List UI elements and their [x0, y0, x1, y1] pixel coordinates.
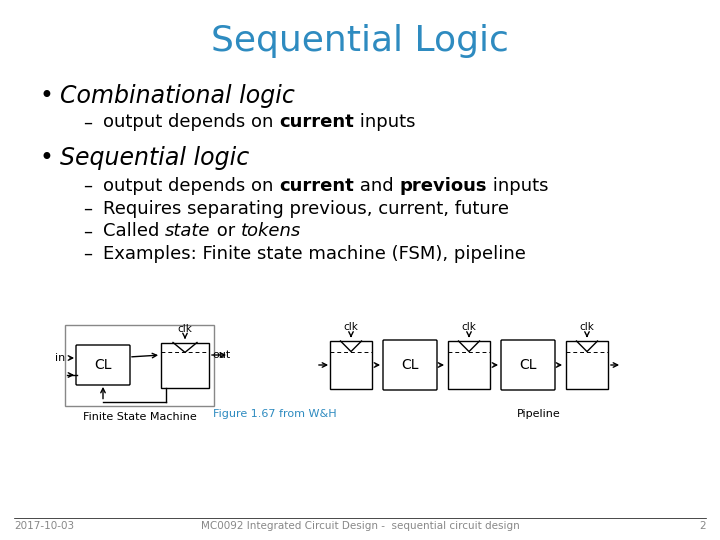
Text: clk: clk: [462, 322, 477, 332]
Text: current: current: [279, 113, 354, 131]
Text: 2: 2: [699, 521, 706, 531]
Text: inputs: inputs: [354, 113, 415, 131]
Text: clk: clk: [580, 322, 595, 332]
Text: CL: CL: [519, 358, 536, 372]
Text: current: current: [279, 177, 354, 195]
Bar: [448, 341, 490, 389]
Text: Pipeline: Pipeline: [517, 409, 561, 419]
Text: –: –: [83, 200, 92, 218]
Text: Examples: Finite state machine (FSM), pipeline: Examples: Finite state machine (FSM), pi…: [103, 245, 526, 263]
Text: output depends on: output depends on: [103, 113, 279, 131]
Text: MC0092 Integrated Circuit Design -  sequential circuit design: MC0092 Integrated Circuit Design - seque…: [201, 521, 519, 531]
Text: –: –: [83, 222, 92, 240]
Text: –: –: [83, 245, 92, 263]
Text: –: –: [83, 113, 92, 131]
Text: in: in: [55, 353, 66, 363]
Text: previous: previous: [399, 177, 487, 195]
Text: tokens: tokens: [240, 222, 301, 240]
Text: and: and: [354, 177, 399, 195]
FancyBboxPatch shape: [76, 345, 130, 385]
Text: or: or: [210, 222, 240, 240]
Text: Finite State Machine: Finite State Machine: [83, 411, 197, 422]
FancyBboxPatch shape: [501, 340, 555, 390]
Text: Combinational logic: Combinational logic: [60, 84, 294, 107]
Text: CL: CL: [401, 358, 419, 372]
Text: out: out: [212, 350, 230, 360]
Text: Figure 1.67 from W&H: Figure 1.67 from W&H: [213, 409, 337, 419]
Text: CL: CL: [94, 358, 112, 372]
Text: output depends on: output depends on: [103, 177, 279, 195]
Bar: [566, 341, 608, 389]
FancyBboxPatch shape: [383, 340, 437, 390]
Text: clk: clk: [343, 322, 359, 332]
Text: 2017-10-03: 2017-10-03: [14, 521, 74, 531]
Text: •: •: [40, 146, 53, 170]
Text: Requires separating previous, current, future: Requires separating previous, current, f…: [103, 200, 509, 218]
Text: state: state: [165, 222, 210, 240]
Text: clk: clk: [178, 323, 192, 334]
Text: Sequential Logic: Sequential Logic: [211, 24, 509, 58]
Bar: [330, 341, 372, 389]
Text: •: •: [40, 84, 53, 107]
Text: Called: Called: [103, 222, 165, 240]
Text: Sequential logic: Sequential logic: [60, 146, 249, 170]
Bar: [65, 325, 214, 406]
Bar: [161, 342, 209, 388]
Text: inputs: inputs: [487, 177, 548, 195]
Text: –: –: [83, 177, 92, 195]
